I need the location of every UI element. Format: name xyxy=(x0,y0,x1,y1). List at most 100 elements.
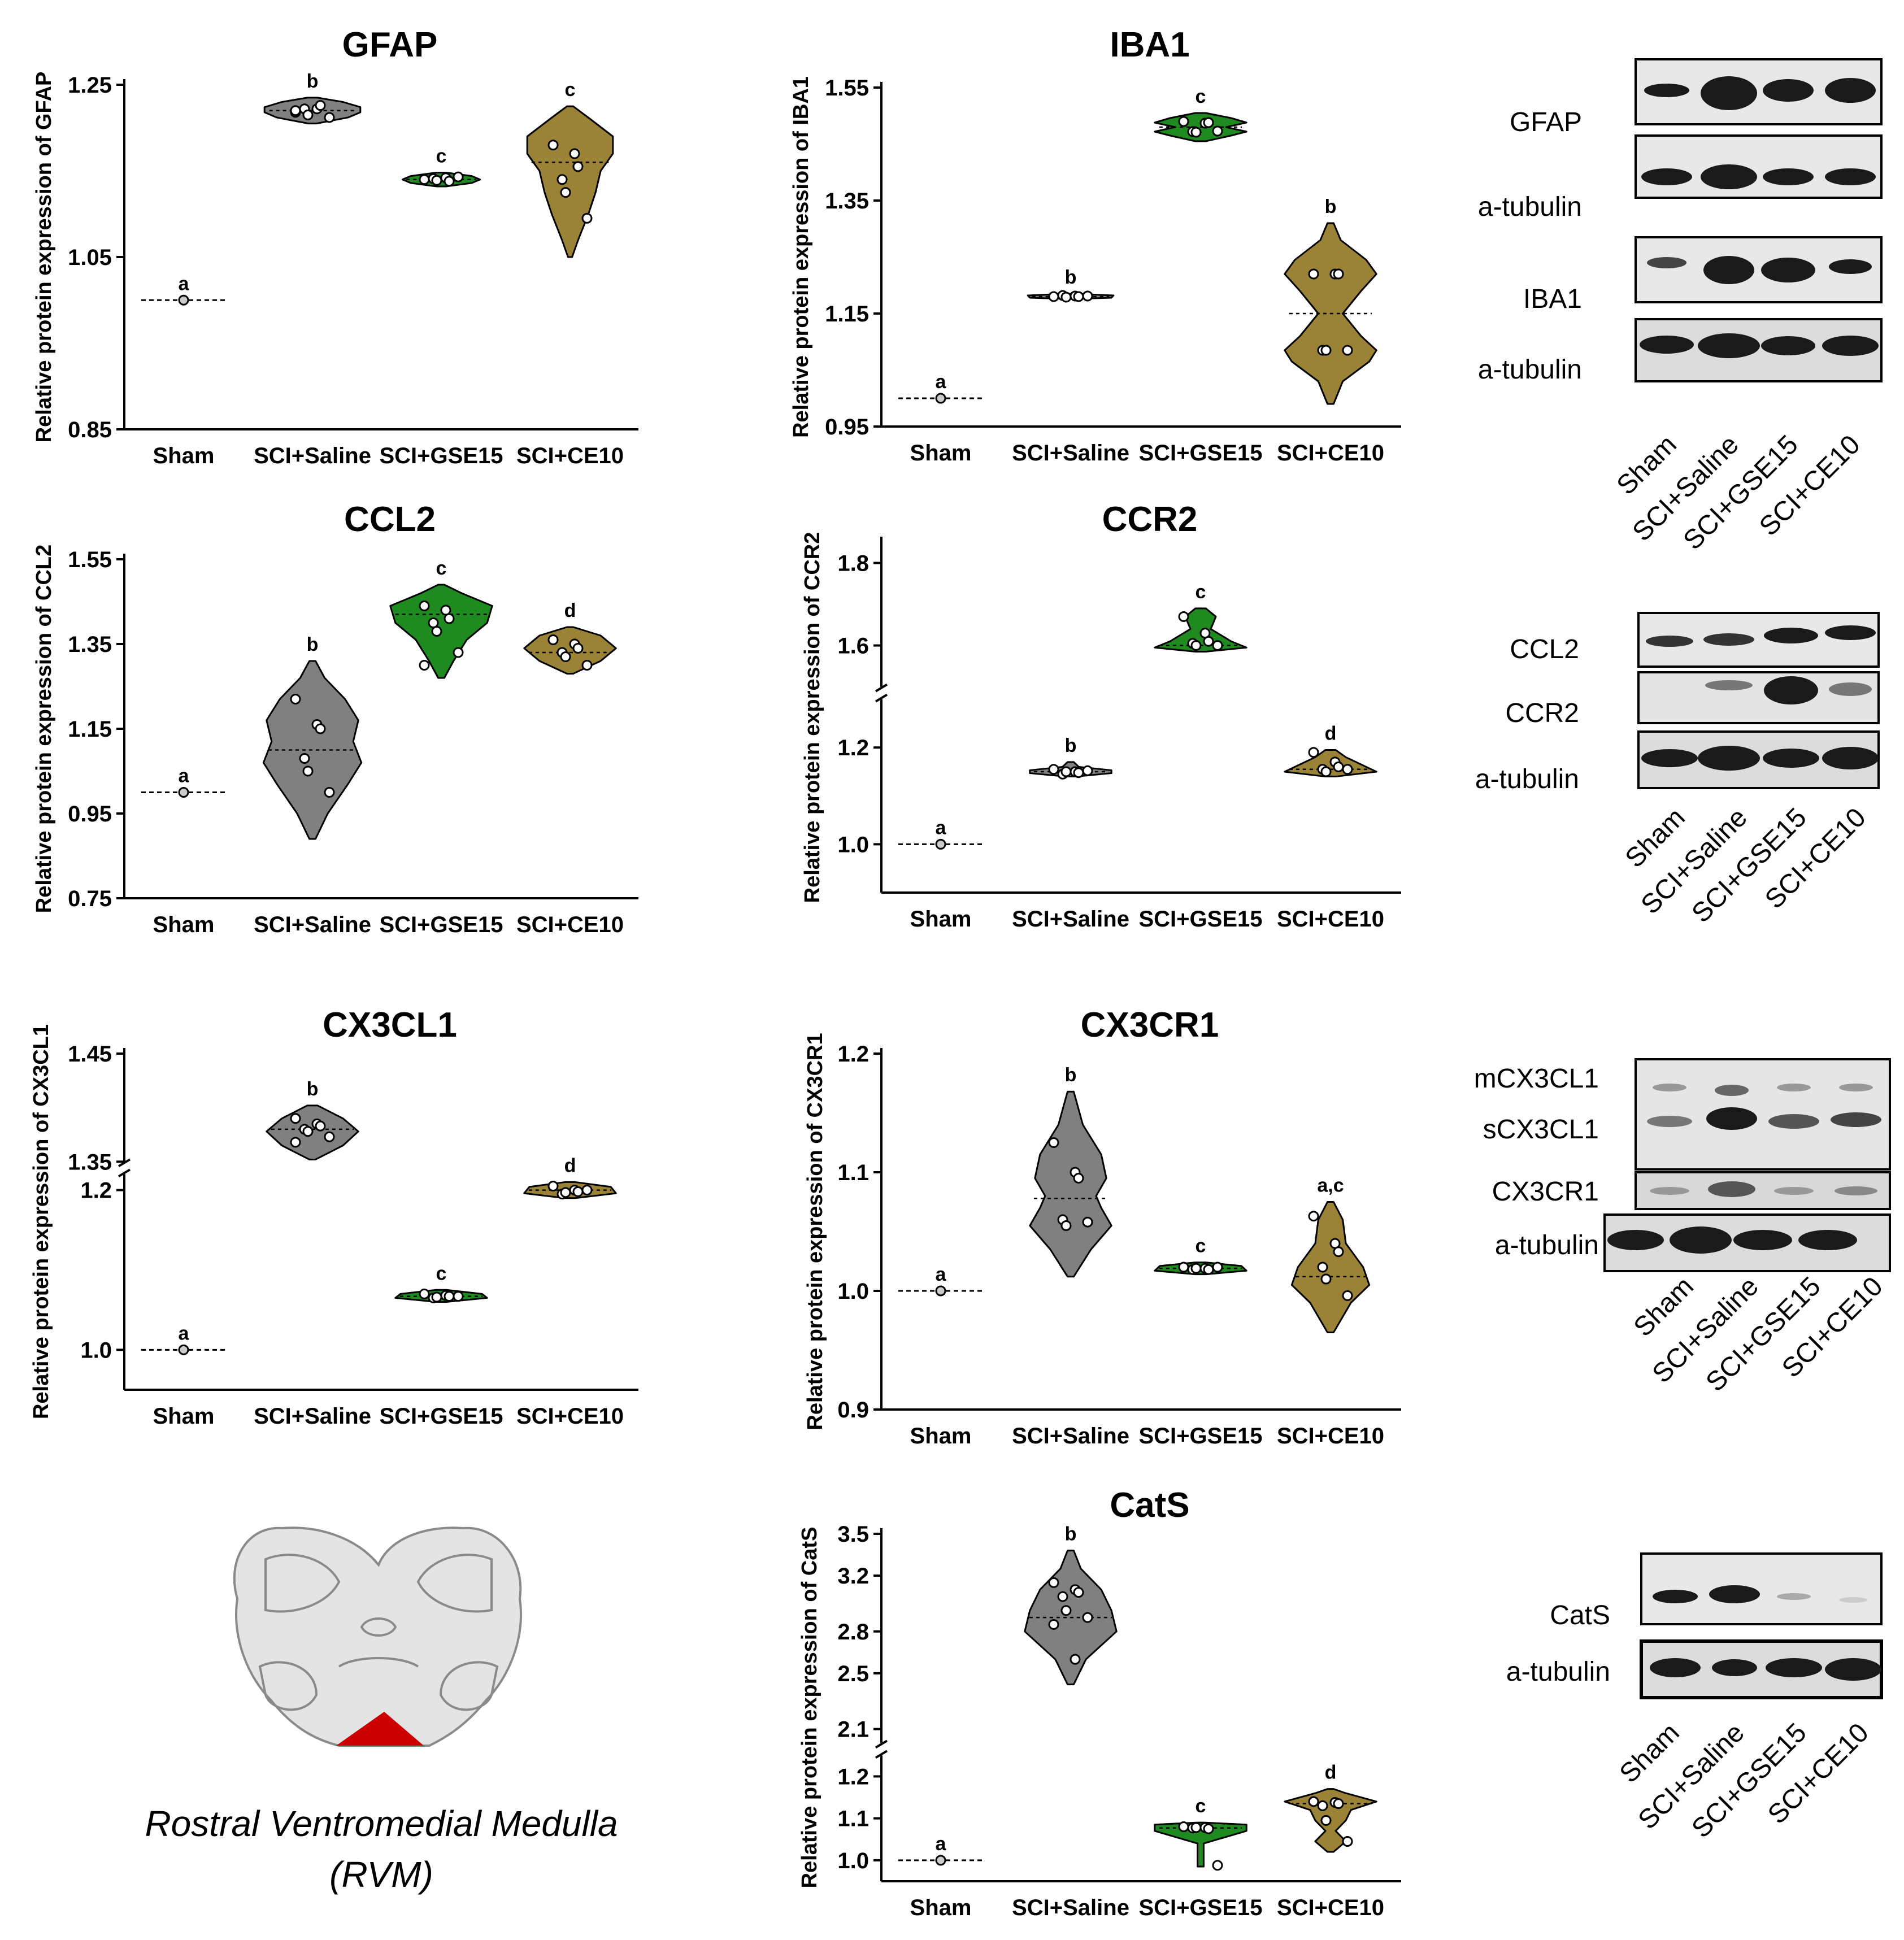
y-axis-label: Relative protein expression of IBA1 xyxy=(789,76,813,438)
x-category-label: SCI+Saline xyxy=(254,443,371,468)
data-point xyxy=(1308,1211,1319,1222)
data-point xyxy=(453,1291,464,1302)
data-point xyxy=(1333,268,1344,280)
x-category-label: SCI+GSE15 xyxy=(1138,1895,1262,1920)
data-point xyxy=(1060,1605,1072,1616)
chart-gfap: GFAP Relative protein expression of GFAP 0… xyxy=(32,25,638,468)
x-category-label: Sham xyxy=(910,907,972,932)
data-point xyxy=(1073,1587,1084,1598)
data-point xyxy=(315,100,326,111)
chart-cx3cr1: CX3CR1 Relative protein expression of CX3… xyxy=(803,1006,1401,1449)
y-tick-label: 1.6 xyxy=(837,634,869,659)
violin-group-sham: a Sham xyxy=(141,765,226,937)
data-point xyxy=(1060,766,1072,777)
blot-label: CX3CR1 xyxy=(1492,1177,1599,1207)
significance-letter: b xyxy=(1065,1064,1077,1086)
data-point xyxy=(444,1291,455,1302)
violin-group-sci-saline: b SCI+Saline xyxy=(1012,267,1129,466)
x-category-label: Sham xyxy=(910,1424,972,1449)
data-point xyxy=(444,613,455,624)
significance-letter: a xyxy=(936,1264,947,1285)
y-tick-label: 2.8 xyxy=(837,1620,869,1645)
data-point xyxy=(1190,1822,1202,1833)
blot-panel-2: CCL2 CCR2 a-tubulin Sham SCI+Saline SCI+… xyxy=(1475,612,1880,929)
y-tick-label: 1.2 xyxy=(837,1764,869,1789)
x-category-label: Sham xyxy=(910,1895,972,1920)
violin-group-sci-ce10: d SCI+CE10 xyxy=(516,600,624,937)
y-tick-label: 1.2 xyxy=(837,1042,869,1067)
x-category-label: Sham xyxy=(153,912,215,937)
data-point xyxy=(1203,1264,1214,1275)
violin-group-sci-ce10: a,c SCI+CE10 xyxy=(1277,1175,1384,1449)
violin-group-sham: a Sham xyxy=(898,371,983,466)
data-point xyxy=(1320,345,1332,356)
rvm-highlight xyxy=(336,1712,424,1746)
y-tick-label: 2.5 xyxy=(837,1661,869,1686)
significance-letter: c xyxy=(436,146,447,167)
data-point xyxy=(1048,1577,1059,1588)
data-point xyxy=(1190,127,1202,138)
significance-letter: c xyxy=(1196,1236,1206,1257)
data-point xyxy=(178,787,189,798)
significance-letter: a xyxy=(936,371,947,393)
data-point xyxy=(324,112,335,123)
significance-letter: c xyxy=(1196,1795,1206,1817)
data-point xyxy=(1320,1815,1332,1826)
chart-cats: CatS Relative protein expression of CatS 1… xyxy=(798,1486,1401,1920)
significance-letter: c xyxy=(565,79,576,101)
y-axis-label: Relative protein expression of CCR2 xyxy=(801,532,824,903)
blot-label: mCX3CL1 xyxy=(1474,1064,1599,1094)
significance-letter: b xyxy=(307,71,319,92)
data-point xyxy=(1060,292,1072,303)
blot-panel-3: mCX3CL1 sCX3CL1 CX3CR1 a-tubulin Sham SC… xyxy=(1474,1058,1891,1398)
data-point xyxy=(1082,1612,1093,1623)
violin-group-sci-ce10: d SCI+CE10 xyxy=(1277,723,1384,932)
data-point xyxy=(299,753,310,764)
y-axis-label: Relative protein expression of CCL2 xyxy=(32,545,56,914)
brainstem-section-drawing xyxy=(233,1526,522,1747)
x-category-label: SCI+Saline xyxy=(254,1404,371,1429)
y-tick-label: 3.2 xyxy=(837,1564,869,1589)
chart-title: CX3CR1 xyxy=(1081,1006,1219,1045)
violin-group-sci-gse15: c SCI+GSE15 xyxy=(379,558,503,937)
blot-label: CCR2 xyxy=(1505,698,1579,728)
significance-letter: b xyxy=(1065,267,1077,288)
data-point xyxy=(1342,1290,1353,1301)
data-point xyxy=(1320,766,1332,777)
y-tick-label: 1.35 xyxy=(825,189,869,214)
x-category-label: Sham xyxy=(153,443,215,468)
data-point xyxy=(324,1131,335,1142)
data-point xyxy=(1048,1137,1059,1148)
significance-letter: d xyxy=(564,600,576,621)
y-tick-label: 3.5 xyxy=(837,1522,869,1547)
x-category-label: SCI+Saline xyxy=(1012,907,1129,932)
data-point xyxy=(1342,1835,1353,1847)
y-tick-label: 1.55 xyxy=(825,76,869,101)
y-tick-label: 0.9 xyxy=(837,1398,869,1423)
data-point xyxy=(431,1291,442,1303)
significance-letter: c xyxy=(436,1263,447,1284)
violin-group-sci-saline: b SCI+Saline xyxy=(254,71,371,468)
x-category-label: SCI+CE10 xyxy=(1277,441,1384,466)
data-point xyxy=(290,1137,301,1148)
x-category-label: SCI+CE10 xyxy=(516,1404,624,1429)
data-point xyxy=(1048,764,1059,775)
data-point xyxy=(1048,291,1059,302)
data-point xyxy=(1333,761,1344,772)
data-point xyxy=(1308,268,1319,280)
x-category-label: SCI+GSE15 xyxy=(379,1404,503,1429)
y-tick-label: 1.1 xyxy=(837,1807,869,1832)
violin-body xyxy=(526,105,614,258)
violin-group-sci-gse15: c SCI+GSE15 xyxy=(379,1263,503,1429)
data-point xyxy=(1048,1619,1059,1630)
data-point xyxy=(560,651,571,662)
x-category-label: SCI+GSE15 xyxy=(1138,1424,1262,1449)
data-point xyxy=(1342,764,1353,775)
significance-letter: a xyxy=(936,1833,947,1855)
data-point xyxy=(572,643,584,654)
significance-letter: b xyxy=(1065,1524,1077,1545)
data-point xyxy=(1333,1798,1344,1809)
significance-letter: a xyxy=(179,273,190,294)
y-tick-label: 1.25 xyxy=(68,73,112,98)
data-point xyxy=(581,212,593,224)
